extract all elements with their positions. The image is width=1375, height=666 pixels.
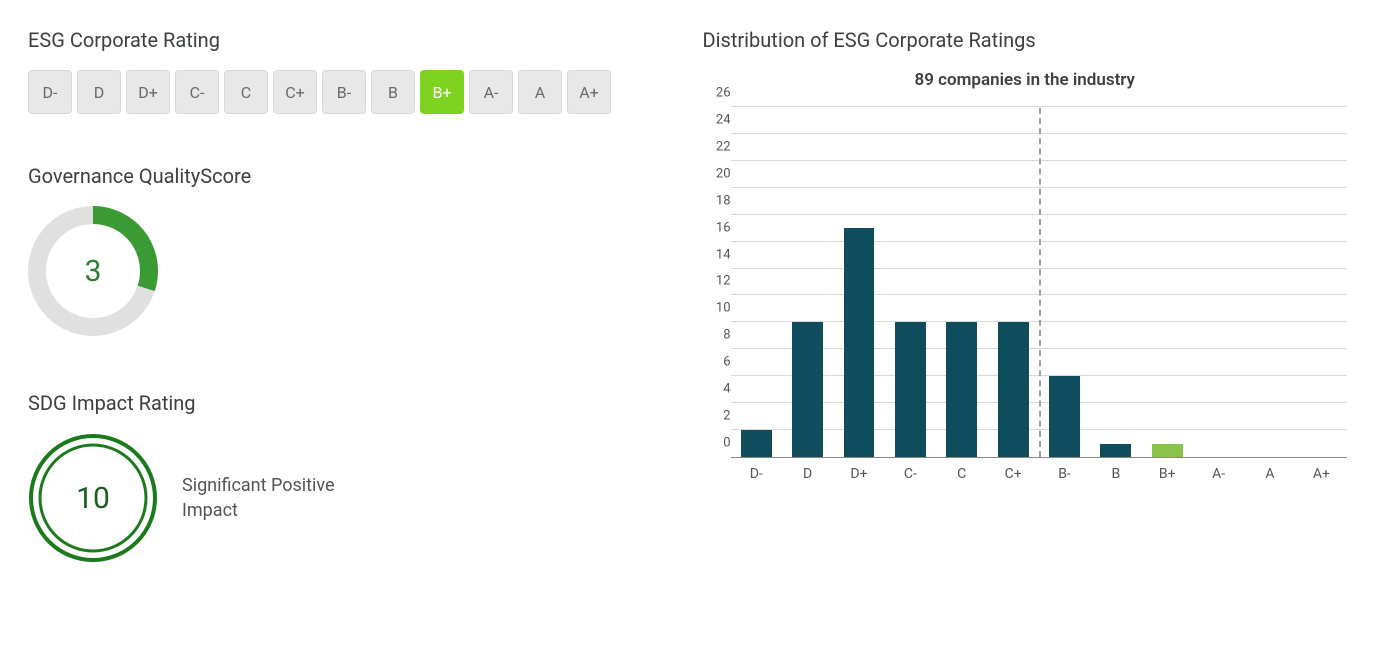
x-label: D- xyxy=(731,466,782,482)
governance-title: Governance QualityScore xyxy=(28,164,663,188)
y-tick-label: 2 xyxy=(723,409,730,424)
y-tick-label: 10 xyxy=(716,301,731,316)
y-tick-label: 24 xyxy=(716,112,731,127)
bar-bplus xyxy=(1152,444,1183,457)
x-label: C+ xyxy=(987,466,1038,482)
bar-dplus xyxy=(844,228,875,457)
y-tick-label: 16 xyxy=(716,220,731,235)
bar-b xyxy=(1100,444,1131,457)
rating-box-c: C xyxy=(224,70,268,114)
y-tick-label: 4 xyxy=(723,382,730,397)
y-tick-label: 22 xyxy=(716,139,731,154)
rating-box-cplus: C+ xyxy=(273,70,317,114)
bar-slot xyxy=(936,108,987,457)
rating-box-bminus: B- xyxy=(322,70,366,114)
x-label: D xyxy=(782,466,833,482)
rating-box-cminus: C- xyxy=(175,70,219,114)
rating-box-a: A xyxy=(518,70,562,114)
distribution-title: Distribution of ESG Corporate Ratings xyxy=(703,28,1347,52)
bar-slot xyxy=(885,108,936,457)
esg-rating-scale: D-DD+C-CC+B-BB+A-AA+ xyxy=(28,70,663,114)
y-tick-label: 26 xyxy=(716,86,731,101)
bar-slot xyxy=(1193,108,1244,457)
bar-slot xyxy=(1039,108,1090,457)
bar-slot xyxy=(987,108,1038,457)
bar-slot xyxy=(1296,108,1347,457)
bar-slot xyxy=(1142,108,1193,457)
y-tick-label: 0 xyxy=(723,436,730,451)
bar-slot xyxy=(1090,108,1141,457)
sdg-title: SDG Impact Rating xyxy=(28,391,663,415)
sdg-label: Significant Positive Impact xyxy=(182,473,362,523)
bar-bminus xyxy=(1049,376,1080,457)
y-tick-label: 18 xyxy=(716,193,731,208)
y-tick-label: 20 xyxy=(716,166,731,181)
y-tick-label: 14 xyxy=(716,247,731,262)
rating-box-aplus: A+ xyxy=(567,70,611,114)
distribution-marker-line xyxy=(1039,108,1041,457)
bar-cplus xyxy=(998,322,1029,457)
y-tick-label: 12 xyxy=(716,274,731,289)
sdg-value: 10 xyxy=(28,433,158,563)
y-tick-label: 8 xyxy=(723,328,730,343)
bar-c xyxy=(946,322,977,457)
x-label: A- xyxy=(1193,466,1244,482)
x-label: A+ xyxy=(1296,466,1347,482)
y-tick-label: 6 xyxy=(723,355,730,370)
x-label: A xyxy=(1244,466,1295,482)
governance-donut: 3 xyxy=(28,206,158,336)
bar-slot xyxy=(731,108,782,457)
governance-value: 3 xyxy=(28,206,158,336)
rating-box-bplus: B+ xyxy=(420,70,464,114)
x-label: B+ xyxy=(1142,466,1193,482)
x-label: B xyxy=(1090,466,1141,482)
x-label: C- xyxy=(885,466,936,482)
bar-d xyxy=(792,322,823,457)
bar-cminus xyxy=(895,322,926,457)
rating-box-b: B xyxy=(371,70,415,114)
rating-box-d: D xyxy=(77,70,121,114)
bar-slot xyxy=(782,108,833,457)
bar-slot xyxy=(833,108,884,457)
bar-slot xyxy=(1244,108,1295,457)
x-label: D+ xyxy=(833,466,884,482)
bar-dminus xyxy=(741,430,772,457)
x-label: B- xyxy=(1039,466,1090,482)
esg-rating-title: ESG Corporate Rating xyxy=(28,28,663,52)
sdg-circle: 10 xyxy=(28,433,158,563)
rating-box-dplus: D+ xyxy=(126,70,170,114)
rating-box-dminus: D- xyxy=(28,70,72,114)
rating-box-aminus: A- xyxy=(469,70,513,114)
distribution-chart: 02468101214161820222426 D-DD+C-CC+B-BB+A… xyxy=(703,108,1347,482)
x-label: C xyxy=(936,466,987,482)
distribution-subtitle: 89 companies in the industry xyxy=(703,70,1347,90)
